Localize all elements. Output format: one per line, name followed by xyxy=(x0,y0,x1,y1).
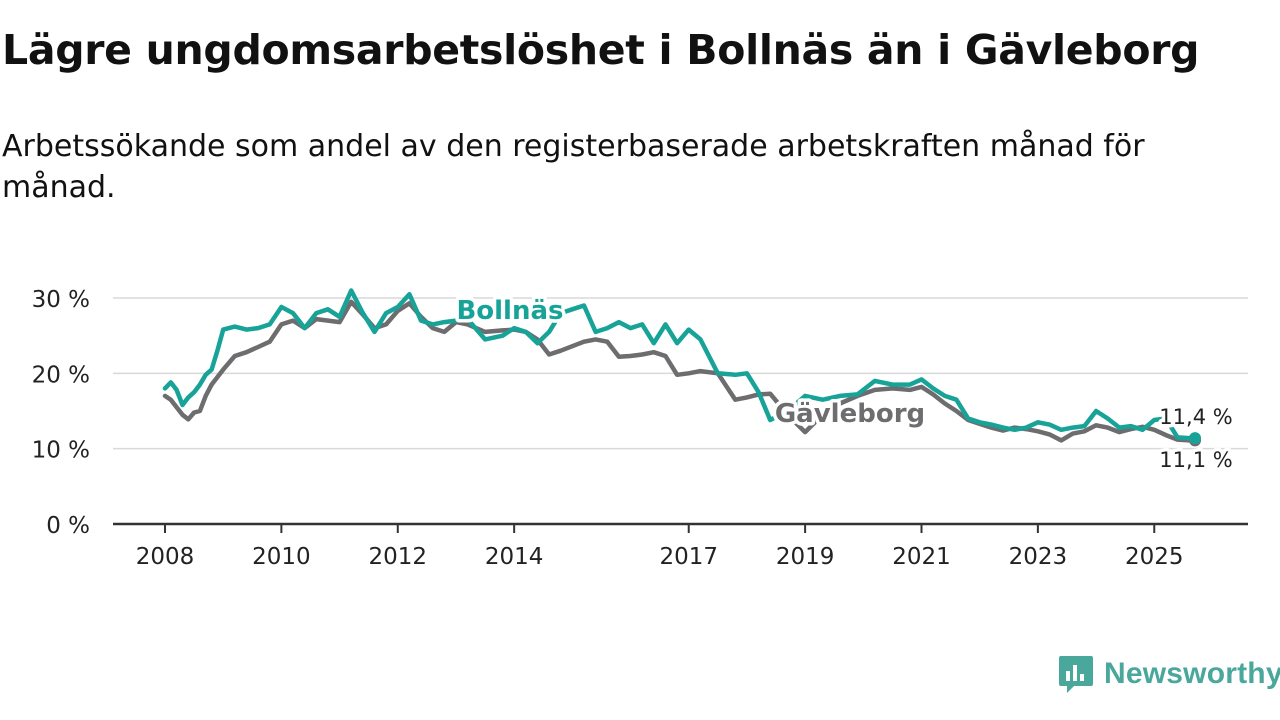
series-label-gavleborg: Gävleborg xyxy=(775,399,925,429)
newsworthy-logo-icon xyxy=(1059,656,1093,693)
series-line-g-vleborg xyxy=(162,299,1198,443)
x-tick-label: 2010 xyxy=(252,544,311,570)
x-tick-label: 2017 xyxy=(659,544,718,570)
series-lines xyxy=(162,288,1201,447)
chart-title: Lägre ungdomsarbetslöshet i Bollnäs än i… xyxy=(2,26,1200,74)
x-tick-label: 2025 xyxy=(1125,544,1184,570)
end-label-bollnas: 11,4 % xyxy=(1159,405,1232,429)
x-tick-label: 2019 xyxy=(776,544,835,570)
series-line-bolln-s xyxy=(162,288,1198,441)
x-tick-label: 2008 xyxy=(136,544,195,570)
series-label-bollnas: Bollnäs xyxy=(456,296,563,326)
series-end-point xyxy=(1189,432,1201,445)
y-tick-label: 20 % xyxy=(32,362,90,388)
x-axis: 2008 2010 2012 2014 2017 2019 2021 2023 2025 xyxy=(113,522,1248,570)
chart-subtitle: Arbetssökande som andel av den registerb… xyxy=(2,129,1145,205)
y-tick-label: 0 % xyxy=(46,513,90,539)
end-label-gavleborg: 11,1 % xyxy=(1159,448,1232,472)
x-tick-label: 2014 xyxy=(485,544,544,570)
brand-name: Newsworthy xyxy=(1104,657,1280,690)
x-tick-label: 2023 xyxy=(1009,544,1068,570)
series-labels: Bollnäs Gävleborg 11,4 % 11,1 % xyxy=(453,293,1236,476)
y-axis: 0 % 10 % 20 % 30 % xyxy=(32,287,90,539)
y-tick-label: 10 % xyxy=(32,438,90,464)
y-tick-label: 30 % xyxy=(32,287,90,313)
x-tick-label: 2021 xyxy=(892,544,951,570)
x-tick-label: 2012 xyxy=(368,544,427,570)
newsworthy-logo: Newsworthy xyxy=(1058,654,1280,694)
